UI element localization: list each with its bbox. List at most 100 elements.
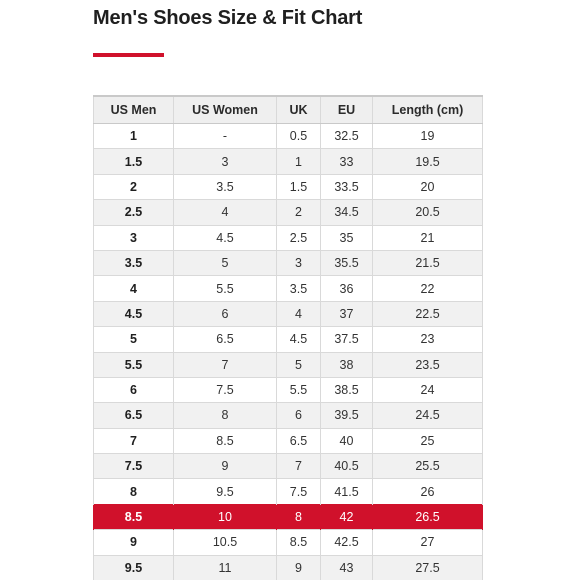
cell-length-cm: 19.5 [372,148,483,175]
cell-eu: 36 [320,275,373,302]
cell-uk: 4.5 [276,326,321,353]
cell-us-men: 2 [93,173,174,200]
cell-eu: 40.5 [320,453,373,479]
cell-us-men: 8 [93,478,174,505]
cell-us-women: 4.5 [173,224,277,251]
cell-us-men: 4.5 [93,300,174,327]
cell-us-women: 6.5 [173,326,277,353]
cell-us-women: 7 [173,351,277,378]
table-header-row: US Men US Women UK EU Length (cm) [93,95,483,124]
table-row: 4 5.5 3.5 36 22 [93,275,483,302]
cell-uk: 9 [276,554,321,580]
table-row: 5 6.5 4.5 37.5 23 [93,326,483,353]
cell-uk: 8.5 [276,529,321,556]
size-table: US Men US Women UK EU Length (cm) 1-0.5 3… [93,95,483,580]
cell-us-men: 2.5 [93,199,174,226]
cell-eu: 43 [320,554,373,580]
cell-us-men: 5 [93,326,174,353]
cell-length-cm: 21 [372,224,483,251]
cell-us-men: 4 [93,275,174,302]
header-uk: UK [276,95,321,124]
cell-us-men: 5.5 [93,351,174,378]
cell-uk: 7 [276,453,321,479]
cell-eu: 40 [320,427,373,454]
cell-us-men: 8.5 [93,503,174,530]
cell-uk: 6 [276,402,321,429]
table-row: 9 10.5 8.5 42.5 27 [93,529,483,556]
cell-length-cm: 23 [372,326,483,353]
cell-eu: 33 [320,148,373,175]
cell-eu: 32.5 [320,122,373,149]
cell-eu: 37.5 [320,326,373,353]
table-row: 2 3.5 1.5 33.5 20 [93,173,483,200]
cell-us-women: 7.5 [173,376,277,403]
cell-us-women: 11 [173,554,277,580]
cell-us-men: 6 [93,376,174,403]
size-table-container: US Men US Women UK EU Length (cm) 1-0.5 3… [93,95,483,580]
table-row: 9.5 11 9 43 27.5 [93,554,483,580]
cell-eu: 35 [320,224,373,251]
table-row: 2.5 4 2 34.5 20.5 [93,199,483,226]
table-row: 3.5 5 3 35.5 21.5 [93,249,483,276]
cell-length-cm: 20 [372,173,483,200]
header-us-women: US Women [173,95,277,124]
cell-us-women: 9.5 [173,478,277,505]
page-title: Men's Shoes Size & Fit Chart [93,7,363,29]
table-body: 1-0.5 32.5 19 1.5 3 1 33 19.5 2 3.5 1.5 33.5 20 2.5 4 2… [93,122,483,580]
cell-us-men: 6.5 [93,402,174,429]
cell-uk: 3.5 [276,275,321,302]
cell-length-cm: 25 [372,427,483,454]
cell-eu: 42.5 [320,529,373,556]
cell-us-women: 9 [173,453,277,479]
cell-us-women: 3 [173,148,277,175]
cell-eu: 34.5 [320,199,373,226]
title-underline [93,53,164,57]
table-row: 7.5 9 7 40.5 25.5 [93,453,483,479]
cell-length-cm: 24 [372,376,483,403]
cell-eu: 35.5 [320,249,373,276]
cell-eu: 38.5 [320,376,373,403]
cell-eu: 41.5 [320,478,373,505]
cell-us-men: 7.5 [93,453,174,479]
cell-us-women: 10.5 [173,529,277,556]
table-row: 4.5 6 4 37 22.5 [93,300,483,327]
cell-eu: 33.5 [320,173,373,200]
cell-length-cm: 25.5 [372,453,483,479]
cell-uk: 8 [276,503,321,530]
cell-us-men: 3 [93,224,174,251]
table-row: 7 8.5 6.5 40 25 [93,427,483,454]
cell-us-women: 3.5 [173,173,277,200]
cell-length-cm: 21.5 [372,249,483,276]
cell-uk: 1 [276,148,321,175]
cell-length-cm: 24.5 [372,402,483,429]
cell-us-women: 8 [173,402,277,429]
cell-uk: 6.5 [276,427,321,454]
cell-length-cm: 26.5 [372,503,483,530]
cell-us-men: 3.5 [93,249,174,276]
cell-us-women: 8.5 [173,427,277,454]
cell-uk: 2 [276,199,321,226]
table-row: 8 9.5 7.5 41.5 26 [93,478,483,505]
cell-uk: 5.5 [276,376,321,403]
cell-uk: 4 [276,300,321,327]
table-row: 5.5 7 5 38 23.5 [93,351,483,378]
cell-us-women: 5 [173,249,277,276]
cell-length-cm: 19 [372,122,483,149]
cell-uk: 0.5 [276,122,321,149]
table-row: 6 7.5 5.5 38.5 24 [93,376,483,403]
table-row-highlighted: 8.5 10 8 42 26.5 [93,503,483,530]
cell-us-women: 6 [173,300,277,327]
cell-us-men: 9 [93,529,174,556]
header-us-men: US Men [93,95,174,124]
header-length-cm: Length (cm) [372,95,483,124]
table-row: 3 4.5 2.5 35 21 [93,224,483,251]
cell-length-cm: 27.5 [372,554,483,580]
cell-uk: 1.5 [276,173,321,200]
cell-length-cm: 27 [372,529,483,556]
cell-eu: 38 [320,351,373,378]
cell-us-men: 1 [93,122,174,149]
cell-eu: 42 [320,503,373,530]
cell-uk: 5 [276,351,321,378]
table-row: 1.5 3 1 33 19.5 [93,148,483,175]
